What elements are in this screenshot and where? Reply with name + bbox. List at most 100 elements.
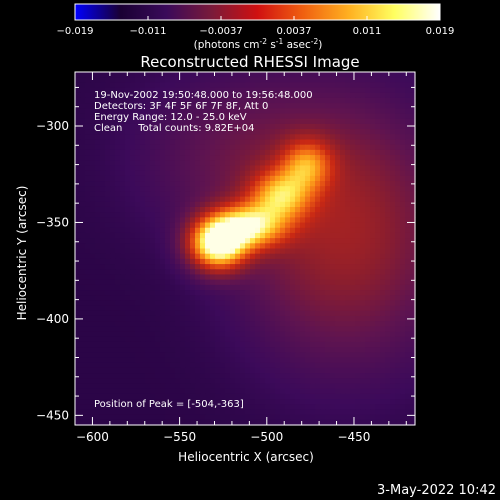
heatmap-cell [160, 170, 166, 177]
heatmap-cell [130, 103, 136, 109]
heatmap-cell [135, 305, 141, 312]
heatmap-cell [210, 77, 216, 83]
heatmap-cell [380, 253, 386, 260]
heatmap-cell [375, 123, 381, 130]
heatmap-cell [410, 87, 416, 94]
heatmap-cell [255, 123, 261, 130]
heatmap-cell [310, 222, 316, 229]
heatmap-cell [295, 290, 301, 296]
heatmap-cell [155, 238, 161, 244]
heatmap-cell [110, 399, 116, 405]
heatmap-cell [325, 362, 331, 369]
heatmap-cell [380, 232, 386, 239]
heatmap-cell [235, 232, 241, 239]
heatmap-cell [390, 414, 396, 421]
heatmap-cell [120, 357, 126, 364]
heatmap-cell [275, 264, 281, 270]
heatmap-cell [390, 347, 396, 353]
heatmap-cell [165, 258, 171, 265]
heatmap-cell [205, 284, 211, 291]
heatmap-cell [100, 409, 106, 416]
heatmap-cell [125, 227, 131, 234]
heatmap-cell [115, 321, 121, 327]
heatmap-cell [380, 419, 386, 426]
heatmap-cell [290, 264, 296, 270]
heatmap-cell [330, 212, 336, 218]
heatmap-cell [305, 129, 311, 135]
heatmap-cell [105, 414, 111, 421]
heatmap-cell [135, 414, 141, 421]
heatmap-cell [230, 264, 236, 270]
heatmap-cell [90, 305, 96, 312]
heatmap-cell [80, 388, 86, 395]
heatmap-cell [285, 87, 291, 94]
heatmap-cell [160, 238, 166, 244]
heatmap-cell [270, 378, 276, 385]
heatmap-cell [385, 82, 391, 89]
heatmap-cell [120, 134, 126, 141]
heatmap-cell [95, 87, 101, 94]
heatmap-cell [265, 383, 271, 390]
heatmap-cell [305, 227, 311, 234]
heatmap-cell [150, 134, 156, 141]
heatmap-cell [395, 300, 401, 307]
heatmap-cell [135, 336, 141, 343]
heatmap-cell [280, 248, 286, 255]
heatmap-cell [285, 72, 291, 78]
heatmap-cell [110, 357, 116, 364]
heatmap-cell [335, 123, 341, 130]
heatmap-cell [210, 409, 216, 416]
heatmap-cell [370, 201, 376, 208]
heatmap-cell [205, 419, 211, 426]
heatmap-cell [335, 72, 341, 78]
heatmap-cell [130, 253, 136, 260]
heatmap-cell [370, 284, 376, 291]
heatmap-cell [260, 336, 266, 343]
heatmap-cell [235, 315, 241, 322]
heatmap-cell [390, 367, 396, 374]
heatmap-cell [180, 206, 186, 213]
heatmap-cell [300, 77, 306, 83]
heatmap-cell [320, 129, 326, 135]
heatmap-cell [320, 284, 326, 291]
heatmap-cell [285, 77, 291, 83]
heatmap-cell [150, 326, 156, 333]
heatmap-cell [325, 201, 331, 208]
heatmap-cell [320, 321, 326, 327]
heatmap-cell [300, 310, 306, 317]
heatmap-cell [290, 134, 296, 141]
heatmap-cell [150, 248, 156, 255]
heatmap-cell [200, 352, 206, 359]
heatmap-cell [195, 295, 201, 302]
heatmap-cell [235, 419, 241, 426]
heatmap-cell [245, 160, 251, 167]
heatmap-cell [200, 357, 206, 364]
heatmap-cell [355, 279, 361, 286]
heatmap-cell [80, 206, 86, 213]
heatmap-cell [145, 160, 151, 167]
heatmap-cell [345, 175, 351, 182]
heatmap-cell [80, 201, 86, 208]
heatmap-cell [270, 82, 276, 89]
heatmap-cell [190, 118, 196, 125]
heatmap-cell [355, 264, 361, 270]
heatmap-cell [235, 238, 241, 244]
heatmap-cell [305, 264, 311, 270]
heatmap-cell [75, 404, 81, 411]
heatmap-cell [325, 409, 331, 416]
heatmap-cell [215, 321, 221, 327]
heatmap-cell [305, 284, 311, 291]
heatmap-cell [140, 341, 146, 348]
heatmap-cell [375, 295, 381, 302]
heatmap-cell [150, 373, 156, 379]
heatmap-cell [100, 295, 106, 302]
heatmap-cell [345, 144, 351, 151]
heatmap-cell [85, 108, 91, 115]
heatmap-cell [265, 373, 271, 379]
heatmap-cell [240, 118, 246, 125]
heatmap-cell [405, 310, 411, 317]
heatmap-cell [145, 206, 151, 213]
heatmap-cell [75, 409, 81, 416]
heatmap-cell [125, 258, 131, 265]
heatmap-cell [150, 72, 156, 78]
